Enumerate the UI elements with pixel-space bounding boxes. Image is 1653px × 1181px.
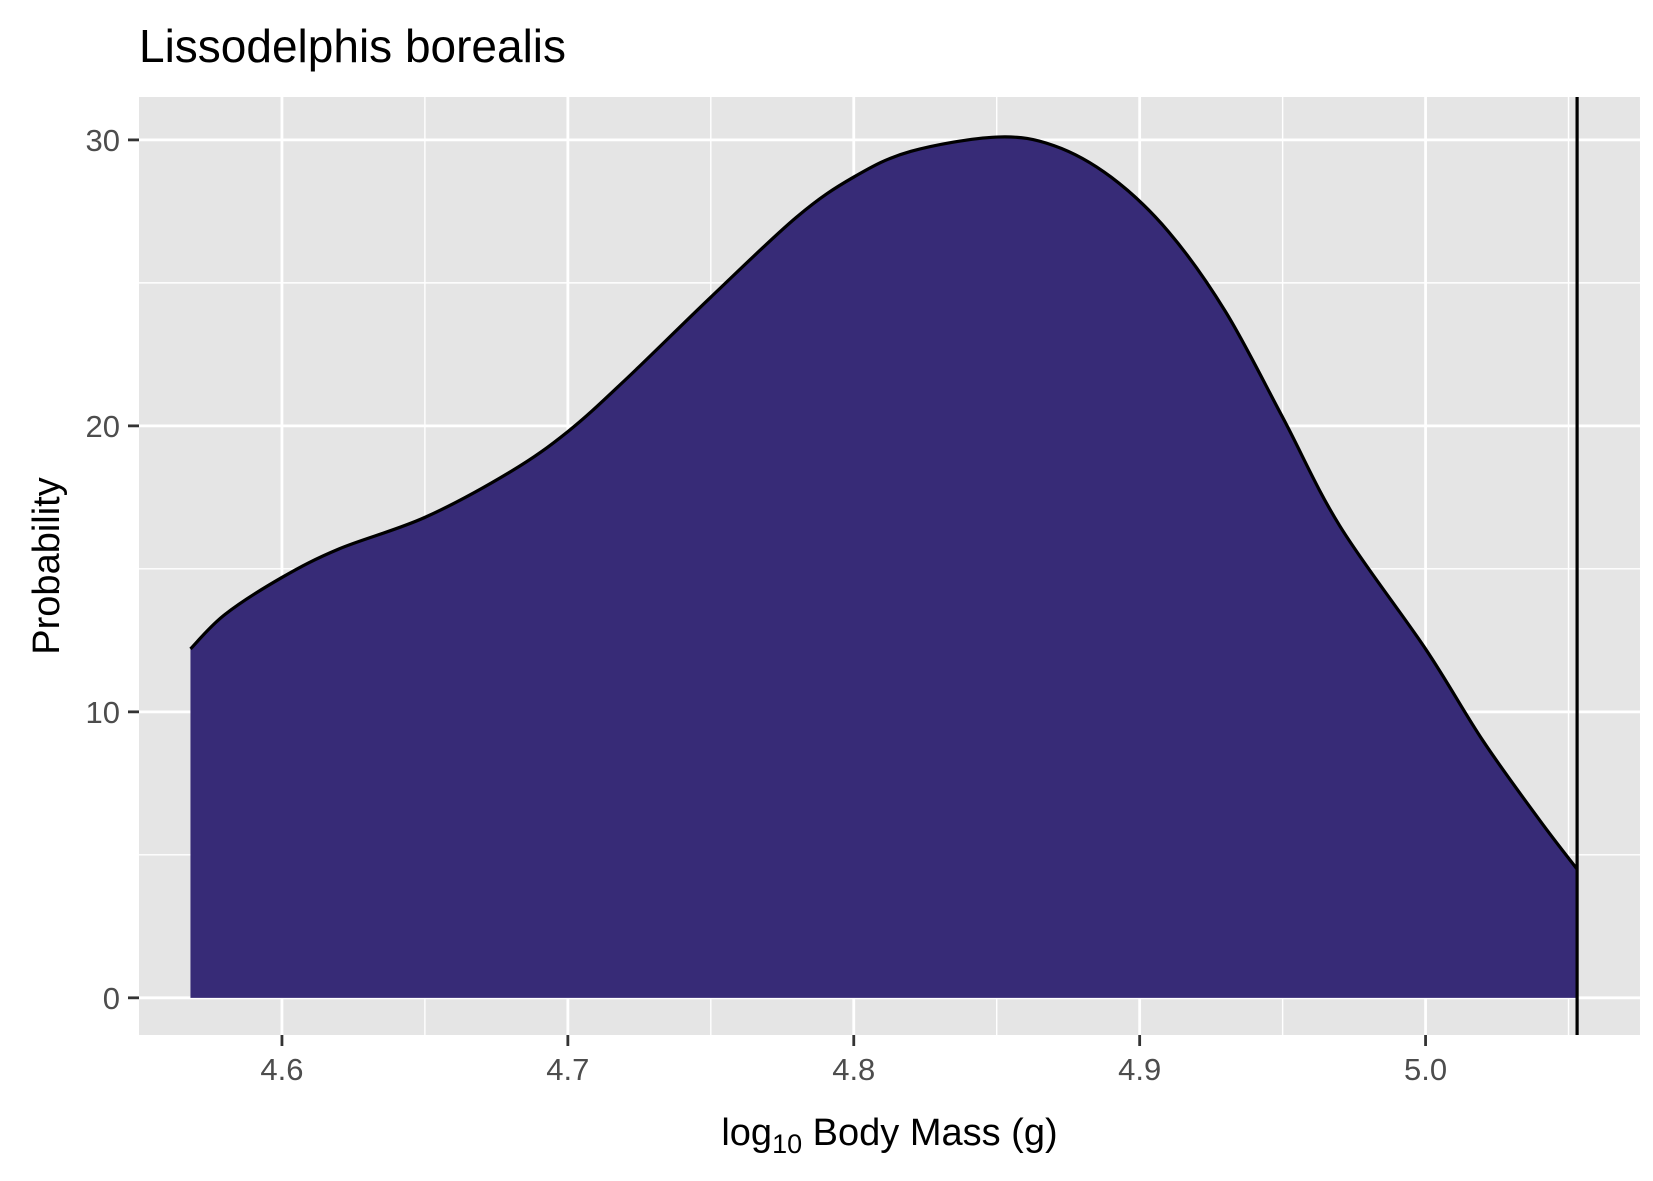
x-axis-title-subscript: 10 xyxy=(772,1129,802,1159)
y-axis-ticks: 0 10 20 30 xyxy=(86,123,139,1016)
x-tick-label: 4.9 xyxy=(1118,1052,1161,1087)
x-tick-label: 5.0 xyxy=(1404,1052,1447,1087)
x-axis-title-suffix: Body Mass (g) xyxy=(802,1112,1058,1154)
x-axis-title: log10 Body Mass (g) xyxy=(721,1112,1057,1159)
chart-title: Lissodelphis borealis xyxy=(139,20,566,72)
y-tick-label: 10 xyxy=(86,695,120,730)
y-tick-label: 0 xyxy=(103,981,120,1016)
x-tick-label: 4.7 xyxy=(546,1052,589,1087)
y-tick-label: 20 xyxy=(86,409,120,444)
y-axis-title: Probability xyxy=(26,477,68,654)
x-axis-title-prefix: log xyxy=(721,1112,772,1154)
x-tick-label: 4.8 xyxy=(832,1052,875,1087)
density-curve xyxy=(189,135,1579,871)
density-area xyxy=(190,136,1578,998)
x-tick-label: 4.6 xyxy=(260,1052,303,1087)
y-tick-label: 30 xyxy=(86,123,120,158)
x-axis-ticks: 4.6 4.7 4.8 4.9 5.0 xyxy=(260,1035,1447,1087)
